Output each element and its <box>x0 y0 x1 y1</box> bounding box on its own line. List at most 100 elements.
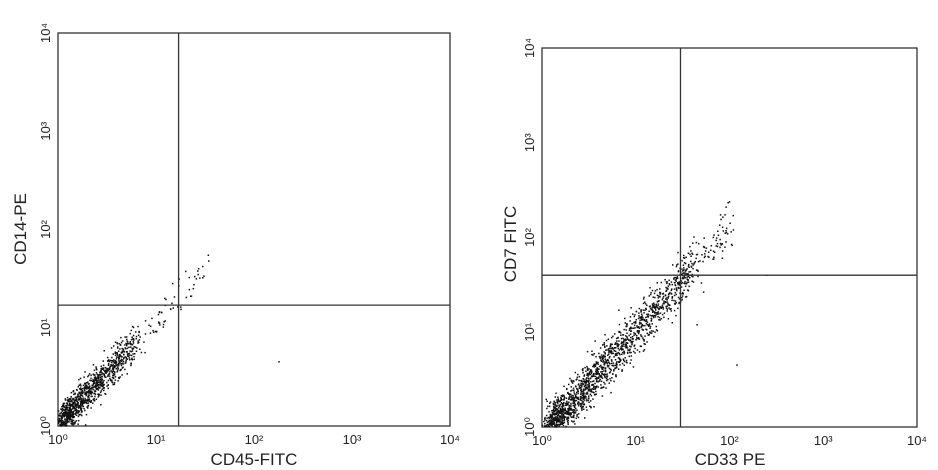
event-point <box>63 409 65 412</box>
event-point <box>114 354 117 357</box>
event-point <box>582 396 584 399</box>
event-point <box>638 338 641 340</box>
event-point <box>670 310 672 312</box>
event-point <box>559 399 562 401</box>
event-point <box>610 362 613 365</box>
event-point <box>116 342 118 344</box>
event-point <box>606 358 609 361</box>
event-point <box>695 269 698 271</box>
event-point <box>606 375 609 377</box>
event-point <box>91 384 93 387</box>
event-point <box>713 234 715 236</box>
event-point <box>99 381 101 383</box>
event-point <box>123 350 125 353</box>
event-point <box>557 420 559 422</box>
event-point <box>561 423 564 425</box>
event-point <box>63 412 65 414</box>
event-point <box>197 270 199 272</box>
event-point <box>654 311 656 313</box>
event-point <box>572 421 574 423</box>
event-point <box>93 392 95 395</box>
event-point <box>570 404 572 406</box>
events-layer <box>541 201 768 428</box>
event-point <box>618 358 621 361</box>
event-point <box>551 414 553 416</box>
event-point <box>603 374 605 376</box>
event-point <box>582 401 584 403</box>
event-point <box>607 378 609 381</box>
event-point <box>631 336 634 338</box>
event-point <box>602 344 604 346</box>
event-point <box>573 398 575 401</box>
event-point <box>625 359 628 362</box>
event-point <box>647 316 649 318</box>
event-point <box>81 403 84 406</box>
event-point <box>96 384 99 387</box>
event-point <box>593 375 595 377</box>
event-point <box>594 340 596 342</box>
event-point <box>92 378 94 381</box>
event-point <box>620 346 622 348</box>
event-point <box>681 281 683 284</box>
event-point <box>623 341 625 343</box>
event-point <box>193 284 195 286</box>
event-point <box>616 354 618 356</box>
event-point <box>133 339 135 341</box>
event-point <box>680 282 683 285</box>
event-point <box>559 410 561 412</box>
event-point <box>548 411 550 413</box>
event-point <box>599 347 602 349</box>
event-point <box>554 404 556 406</box>
event-point <box>666 281 668 283</box>
event-point <box>675 302 677 304</box>
event-point <box>139 336 141 338</box>
event-point <box>112 363 114 366</box>
event-point <box>685 295 688 298</box>
event-point <box>691 275 693 277</box>
event-point <box>138 339 141 341</box>
event-point <box>79 395 81 397</box>
event-point <box>171 302 173 305</box>
event-point <box>659 319 661 321</box>
event-point <box>563 398 565 400</box>
event-point <box>615 362 618 364</box>
event-point <box>603 360 605 363</box>
event-point <box>110 347 113 349</box>
event-point <box>563 409 566 411</box>
event-point <box>657 313 660 315</box>
event-point <box>557 420 559 423</box>
event-point <box>644 303 647 305</box>
event-point <box>118 342 120 345</box>
event-point <box>92 373 94 375</box>
event-point <box>675 288 678 291</box>
event-point <box>689 277 691 279</box>
event-point <box>681 295 684 297</box>
event-point <box>112 374 114 377</box>
event-point <box>621 351 624 354</box>
event-point <box>652 330 654 332</box>
event-point <box>111 381 114 384</box>
event-point <box>102 372 104 375</box>
x-tick-label: 10⁴ <box>907 433 927 448</box>
event-point <box>609 345 611 348</box>
event-point <box>721 250 724 252</box>
event-point <box>69 400 72 402</box>
event-point <box>589 405 591 407</box>
plot-frame <box>541 47 918 428</box>
event-point <box>111 379 113 382</box>
event-point <box>551 422 554 425</box>
event-point <box>585 406 588 408</box>
event-point <box>88 373 91 375</box>
event-point <box>61 419 63 422</box>
event-point <box>123 353 125 356</box>
event-point <box>640 318 643 320</box>
event-point <box>97 381 99 384</box>
event-point <box>84 382 86 384</box>
event-point <box>559 424 561 426</box>
event-point <box>676 289 678 292</box>
event-point <box>576 391 578 394</box>
event-point <box>112 383 114 386</box>
event-point <box>624 339 626 342</box>
event-point <box>622 341 624 344</box>
event-point <box>557 402 559 405</box>
